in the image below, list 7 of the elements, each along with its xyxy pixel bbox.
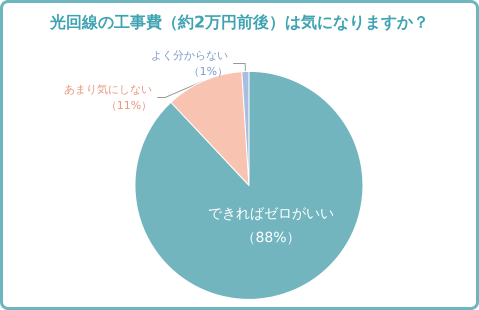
slice-label: あまり気にしない — [64, 82, 152, 96]
slice-label: できればゼロがいい — [208, 206, 334, 222]
chart-title: 光回線の工事費（約2万円前後）は気になりますか？ — [48, 12, 430, 32]
data-label: （11%） — [106, 98, 152, 112]
data-label: （88%） — [241, 230, 301, 246]
slice-label: よく分からない — [151, 48, 228, 62]
data-label: （1%） — [188, 64, 228, 78]
